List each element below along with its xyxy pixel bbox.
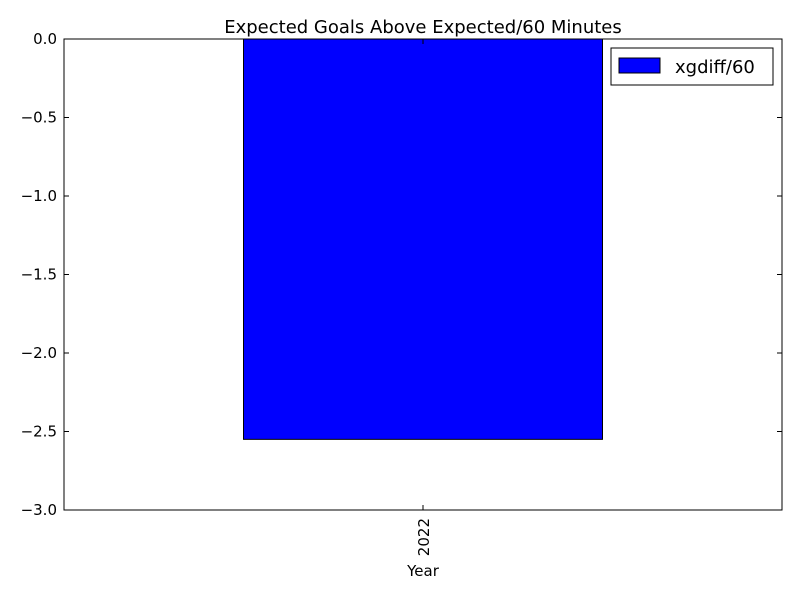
legend-box: [610, 47, 774, 86]
legend-swatch: [618, 57, 661, 74]
bars-layer: [243, 38, 603, 440]
y-tick-label: 0.0: [33, 30, 57, 48]
y-axis: 0.0 −0.5 −1.0 −1.5 −2.0 −2.5 −3.0: [21, 30, 782, 519]
x-axis-label: Year: [406, 562, 440, 580]
y-tick-label: −1.0: [21, 187, 57, 205]
chart-title: Expected Goals Above Expected/60 Minutes: [224, 17, 622, 38]
x-axis: 2022: [415, 39, 433, 556]
bar: [243, 38, 603, 440]
legend-label: xgdiff/60: [675, 57, 755, 78]
y-tick-label: −0.5: [21, 109, 57, 127]
y-tick-label: −2.0: [21, 344, 57, 362]
x-tick-label: 2022: [415, 518, 433, 556]
y-tick-label: −3.0: [21, 501, 57, 519]
y-tick-label: −1.5: [21, 266, 57, 284]
y-tick-label: −2.5: [21, 423, 57, 441]
legend: xgdiff/60: [610, 47, 774, 86]
